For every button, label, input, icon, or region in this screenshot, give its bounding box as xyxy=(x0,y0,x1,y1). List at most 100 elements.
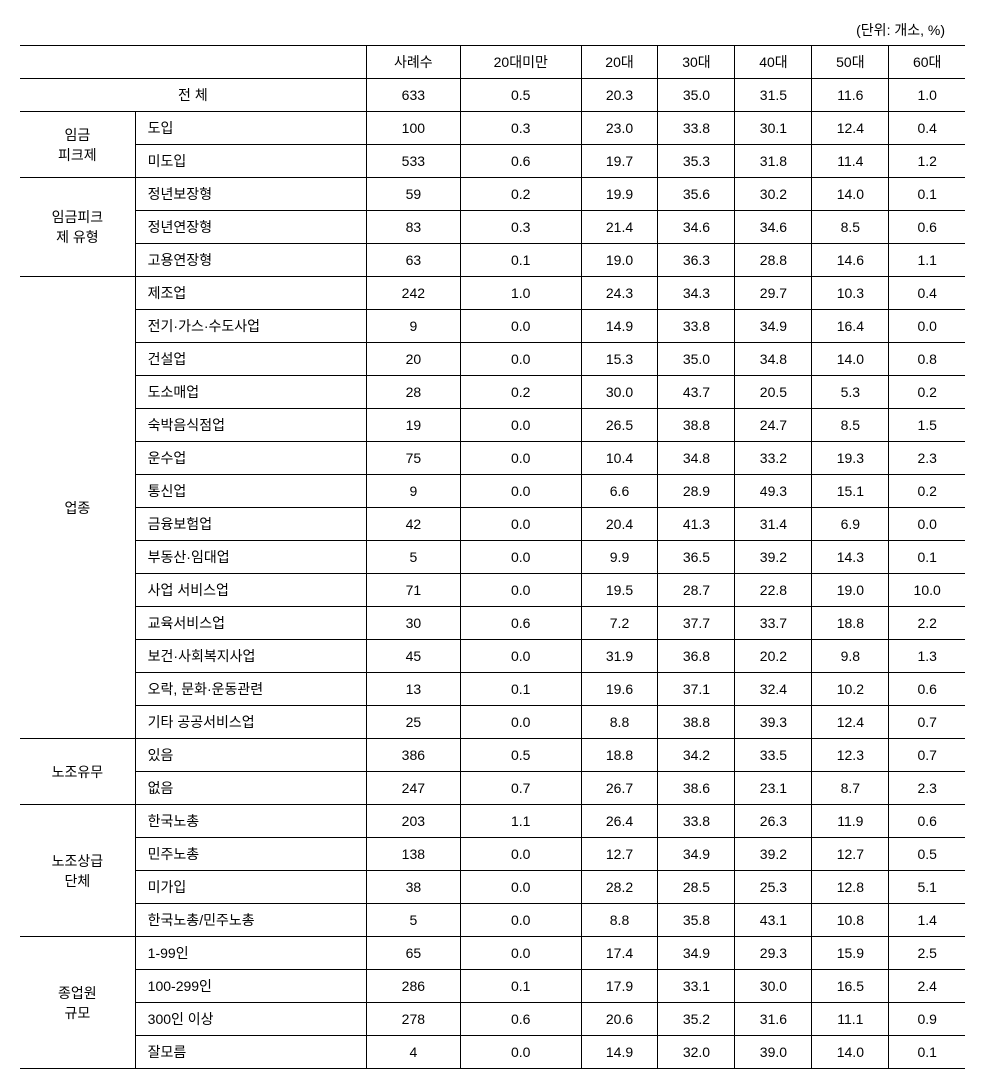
total-value: 633 xyxy=(366,79,460,112)
cell-value: 0.0 xyxy=(460,937,581,970)
cell-value: 16.5 xyxy=(812,970,889,1003)
cell-value: 39.2 xyxy=(735,838,812,871)
cell-value: 0.0 xyxy=(460,1036,581,1069)
cell-value: 42 xyxy=(366,508,460,541)
total-value: 31.5 xyxy=(735,79,812,112)
cell-value: 39.3 xyxy=(735,706,812,739)
cell-value: 28 xyxy=(366,376,460,409)
cell-value: 11.1 xyxy=(812,1003,889,1036)
total-value: 35.0 xyxy=(658,79,735,112)
cell-value: 23.1 xyxy=(735,772,812,805)
cell-value: 8.5 xyxy=(812,409,889,442)
cell-value: 20.2 xyxy=(735,640,812,673)
cell-value: 14.0 xyxy=(812,178,889,211)
cell-value: 34.8 xyxy=(735,343,812,376)
header-60s: 60대 xyxy=(889,46,965,79)
table-row: 300인 이상2780.620.635.231.611.10.9 xyxy=(20,1003,965,1036)
unit-label: (단위: 개소, %) xyxy=(20,20,965,40)
cell-value: 14.3 xyxy=(812,541,889,574)
cell-value: 19.6 xyxy=(581,673,658,706)
table-row: 도소매업280.230.043.720.55.30.2 xyxy=(20,376,965,409)
table-row: 임금피크제도입1000.323.033.830.112.40.4 xyxy=(20,112,965,145)
cell-value: 26.5 xyxy=(581,409,658,442)
row-label: 도입 xyxy=(135,112,366,145)
cell-value: 34.6 xyxy=(658,211,735,244)
row-label: 정년연장형 xyxy=(135,211,366,244)
cell-value: 83 xyxy=(366,211,460,244)
cell-value: 0.2 xyxy=(889,376,965,409)
cell-value: 19.0 xyxy=(812,574,889,607)
cell-value: 19.5 xyxy=(581,574,658,607)
cell-value: 43.1 xyxy=(735,904,812,937)
cell-value: 9.9 xyxy=(581,541,658,574)
cell-value: 100 xyxy=(366,112,460,145)
cell-value: 34.9 xyxy=(658,937,735,970)
cell-value: 30.2 xyxy=(735,178,812,211)
cell-value: 39.2 xyxy=(735,541,812,574)
row-label: 없음 xyxy=(135,772,366,805)
cell-value: 1.1 xyxy=(460,805,581,838)
total-value: 11.6 xyxy=(812,79,889,112)
header-under20: 20대미만 xyxy=(460,46,581,79)
cell-value: 29.7 xyxy=(735,277,812,310)
group-label: 노조유무 xyxy=(20,739,135,805)
cell-value: 12.7 xyxy=(812,838,889,871)
header-row: 사례수 20대미만 20대 30대 40대 50대 60대 xyxy=(20,46,965,79)
cell-value: 10.0 xyxy=(889,574,965,607)
total-value: 20.3 xyxy=(581,79,658,112)
row-label: 잘모름 xyxy=(135,1036,366,1069)
cell-value: 19.3 xyxy=(812,442,889,475)
cell-value: 38.6 xyxy=(658,772,735,805)
cell-value: 0.9 xyxy=(889,1003,965,1036)
cell-value: 33.8 xyxy=(658,805,735,838)
cell-value: 0.0 xyxy=(460,838,581,871)
row-label: 오락, 문화·운동관련 xyxy=(135,673,366,706)
cell-value: 10.4 xyxy=(581,442,658,475)
row-label: 통신업 xyxy=(135,475,366,508)
cell-value: 59 xyxy=(366,178,460,211)
table-row: 오락, 문화·운동관련130.119.637.132.410.20.6 xyxy=(20,673,965,706)
cell-value: 37.1 xyxy=(658,673,735,706)
cell-value: 5 xyxy=(366,904,460,937)
cell-value: 8.8 xyxy=(581,904,658,937)
cell-value: 203 xyxy=(366,805,460,838)
total-label: 전 체 xyxy=(20,79,366,112)
cell-value: 0.0 xyxy=(889,508,965,541)
cell-value: 30 xyxy=(366,607,460,640)
cell-value: 533 xyxy=(366,145,460,178)
cell-value: 0.8 xyxy=(889,343,965,376)
row-label: 도소매업 xyxy=(135,376,366,409)
cell-value: 0.1 xyxy=(889,178,965,211)
cell-value: 63 xyxy=(366,244,460,277)
row-label: 숙박음식점업 xyxy=(135,409,366,442)
cell-value: 4 xyxy=(366,1036,460,1069)
cell-value: 36.3 xyxy=(658,244,735,277)
cell-value: 21.4 xyxy=(581,211,658,244)
group-label: 임금피크제 xyxy=(20,112,135,178)
cell-value: 33.8 xyxy=(658,310,735,343)
cell-value: 39.0 xyxy=(735,1036,812,1069)
table-row: 노조유무있음3860.518.834.233.512.30.7 xyxy=(20,739,965,772)
cell-value: 14.0 xyxy=(812,1036,889,1069)
table-row: 잘모름40.014.932.039.014.00.1 xyxy=(20,1036,965,1069)
cell-value: 30.0 xyxy=(581,376,658,409)
table-row: 숙박음식점업190.026.538.824.78.51.5 xyxy=(20,409,965,442)
cell-value: 33.7 xyxy=(735,607,812,640)
cell-value: 0.3 xyxy=(460,112,581,145)
cell-value: 32.4 xyxy=(735,673,812,706)
cell-value: 0.0 xyxy=(460,475,581,508)
group-label: 임금피크제 유형 xyxy=(20,178,135,277)
cell-value: 12.3 xyxy=(812,739,889,772)
cell-value: 0.1 xyxy=(889,541,965,574)
table-row: 통신업90.06.628.949.315.10.2 xyxy=(20,475,965,508)
table-row: 민주노총1380.012.734.939.212.70.5 xyxy=(20,838,965,871)
cell-value: 0.0 xyxy=(460,508,581,541)
cell-value: 75 xyxy=(366,442,460,475)
cell-value: 2.5 xyxy=(889,937,965,970)
cell-value: 0.7 xyxy=(460,772,581,805)
cell-value: 5 xyxy=(366,541,460,574)
cell-value: 28.5 xyxy=(658,871,735,904)
cell-value: 12.7 xyxy=(581,838,658,871)
cell-value: 12.4 xyxy=(812,706,889,739)
cell-value: 31.4 xyxy=(735,508,812,541)
